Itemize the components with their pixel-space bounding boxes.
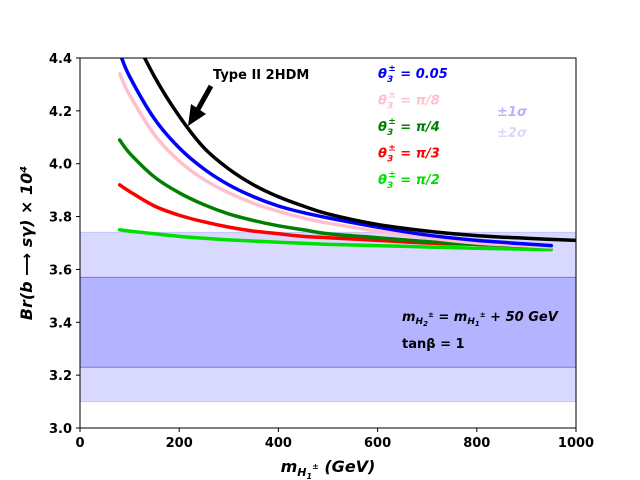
series-line-5 xyxy=(117,228,553,252)
y-tick-label: 4.4 xyxy=(49,52,72,67)
x-tick-label: 1000 xyxy=(558,436,594,451)
mass-lhs-subsub: 2 xyxy=(423,320,428,328)
legend-entry-2: θ3± = π/4 xyxy=(378,117,440,138)
mass-eq: = m xyxy=(434,310,468,325)
legend-sub: 3 xyxy=(387,181,393,191)
y-tick-label: 3.0 xyxy=(49,422,72,437)
series-line-0 xyxy=(142,58,576,243)
legend-base: θ xyxy=(378,173,387,188)
x-label-unit: (GeV) xyxy=(319,457,376,476)
band-legend-entry-1: ±2σ xyxy=(497,126,528,141)
legend-sup: ± xyxy=(388,91,396,101)
mass-rhs-sub: H xyxy=(467,317,475,327)
series-line-1 xyxy=(119,58,553,248)
tanbeta-annotation: tanβ = 1 xyxy=(402,337,465,352)
mass-rhs-subsub: 1 xyxy=(475,320,480,328)
type2-annotation: Type II 2HDM xyxy=(213,68,309,83)
legend-sub: 3 xyxy=(387,75,393,85)
mass-lhs-sup: ± xyxy=(428,311,434,319)
x-tick-label: 600 xyxy=(364,436,391,451)
band-legend: ±1σ±2σ xyxy=(497,105,528,141)
legend-entry-0: θ3± = 0.05 xyxy=(378,64,448,85)
type2-arrow xyxy=(188,84,214,126)
legend-sup: ± xyxy=(388,170,396,180)
mass-rhs-sup: ± xyxy=(480,311,486,319)
y-tick-label: 3.2 xyxy=(49,369,72,384)
band-1sigma xyxy=(80,277,576,368)
legend-rest: = π/2 xyxy=(396,173,440,188)
x-label-subsub: 1 xyxy=(307,472,313,480)
x-tick-label: 200 xyxy=(166,436,193,451)
y-tick-label: 4.2 xyxy=(49,105,72,120)
x-axis-ticks: 0 200 400 600 800 1000 xyxy=(75,428,594,451)
legend-base: θ xyxy=(378,67,387,82)
y-tick-label: 4.0 xyxy=(49,158,72,173)
legend-base: θ xyxy=(378,147,387,162)
x-tick-label: 800 xyxy=(463,436,490,451)
mass-relation-annotation: mH2± = mH1± + 50 GeV xyxy=(402,310,559,328)
legend-sup: ± xyxy=(388,117,396,127)
x-axis-label: mH1± (GeV) xyxy=(281,457,376,480)
x-tick-label: 400 xyxy=(265,436,292,451)
x-label-m: m xyxy=(281,457,298,476)
y-axis-label: Br(b ⟶ sγ) × 10⁴ xyxy=(17,166,36,320)
legend-rest: = π/3 xyxy=(396,147,440,162)
band-legend-entry-0: ±1σ xyxy=(497,105,528,120)
y-axis-ticks: 3.0 3.2 3.4 3.6 3.8 4.0 4.2 4.4 xyxy=(49,52,80,437)
plot-frame xyxy=(79,57,577,429)
data-series xyxy=(117,58,576,252)
series-line-2 xyxy=(117,72,553,249)
legend-sup: ± xyxy=(388,64,396,74)
error-bands xyxy=(80,231,576,403)
y-tick-label: 3.4 xyxy=(49,316,72,331)
legend-entry-1: θ3± = π/8 xyxy=(378,91,440,112)
legend-entry-3: θ3± = π/3 xyxy=(378,144,440,165)
legend-sup: ± xyxy=(388,144,396,154)
legend-sub: 3 xyxy=(387,155,393,165)
series-line-3 xyxy=(117,138,553,249)
legend-base: θ xyxy=(378,94,387,109)
legend-sub: 3 xyxy=(387,102,393,112)
y-tick-label: 3.6 xyxy=(49,263,72,278)
mass-lhs-sub: H xyxy=(416,317,424,327)
mass-rest: + 50 GeV xyxy=(486,310,559,325)
legend-rest: = π/8 xyxy=(396,94,440,109)
legend-rest: = 0.05 xyxy=(396,67,448,82)
mass-lhs: m xyxy=(402,310,416,325)
x-label-sub: H xyxy=(297,466,306,479)
x-label-sup: ± xyxy=(312,462,319,471)
legend-rest: = π/4 xyxy=(396,120,440,135)
y-tick-label: 3.8 xyxy=(49,211,72,226)
legend-entry-4: θ3± = π/2 xyxy=(378,170,440,191)
x-tick-label: 0 xyxy=(75,436,84,451)
legend-base: θ xyxy=(378,120,387,135)
legend-sub: 3 xyxy=(387,128,393,138)
